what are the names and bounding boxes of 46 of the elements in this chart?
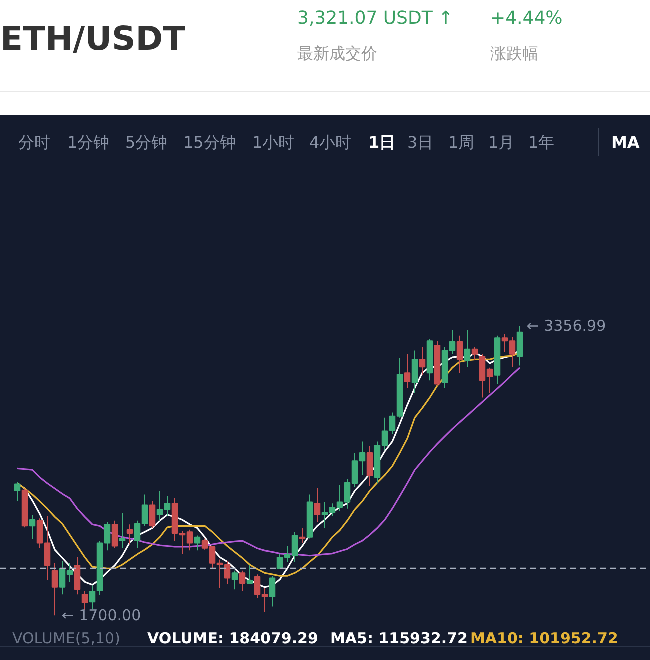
candlestick xyxy=(412,350,418,394)
candlestick xyxy=(314,488,321,523)
candlestick xyxy=(472,346,478,362)
candlestick xyxy=(239,570,246,592)
text: MA10: 101952.72 xyxy=(470,630,618,648)
text: MA5: 115932.72 xyxy=(330,630,468,648)
text: 涨跌幅 xyxy=(490,44,538,63)
text: 1分钟 xyxy=(68,133,110,152)
text: 1月 xyxy=(488,133,515,152)
candlestick xyxy=(29,514,36,540)
candlestick xyxy=(194,535,201,552)
text: 3,321.07 USDT ↑ xyxy=(298,8,454,29)
candlestick xyxy=(149,501,156,529)
text: 4小时 xyxy=(310,133,352,152)
text: ← 3356.99 xyxy=(526,317,606,336)
candlestick xyxy=(464,329,471,368)
annotation: ← 1700.00 xyxy=(62,606,142,625)
text: VOLUME(5,10) xyxy=(12,630,120,648)
candlestick xyxy=(366,446,374,487)
candlestick xyxy=(82,590,88,611)
text: 5分钟 xyxy=(126,133,168,152)
text: VOLUME: 184079.29 xyxy=(148,630,318,648)
candlestick xyxy=(419,346,426,376)
candlestick xyxy=(232,570,238,590)
candlestick xyxy=(74,556,81,596)
text: 15分钟 xyxy=(184,133,236,152)
candlestick xyxy=(126,524,134,546)
text: 分时 xyxy=(18,133,50,152)
text: +4.44% xyxy=(490,8,563,29)
candlestick xyxy=(404,354,411,389)
text: 1日 xyxy=(368,133,396,152)
candlestick xyxy=(52,562,58,616)
candlestick xyxy=(246,564,254,585)
text: 最新成交价 xyxy=(298,44,378,63)
text: MA xyxy=(612,133,640,152)
candlestick xyxy=(14,482,21,502)
candlestick xyxy=(119,512,126,549)
chart-title: ETH/USDT xyxy=(0,19,186,58)
text: 1年 xyxy=(528,133,555,152)
text: 1小时 xyxy=(252,133,295,152)
text: 1周 xyxy=(448,133,475,152)
candlestick xyxy=(89,585,96,610)
candlestick xyxy=(269,576,276,608)
candlestick xyxy=(456,335,464,374)
candlestick xyxy=(112,520,118,549)
text: 3日 xyxy=(408,133,434,152)
